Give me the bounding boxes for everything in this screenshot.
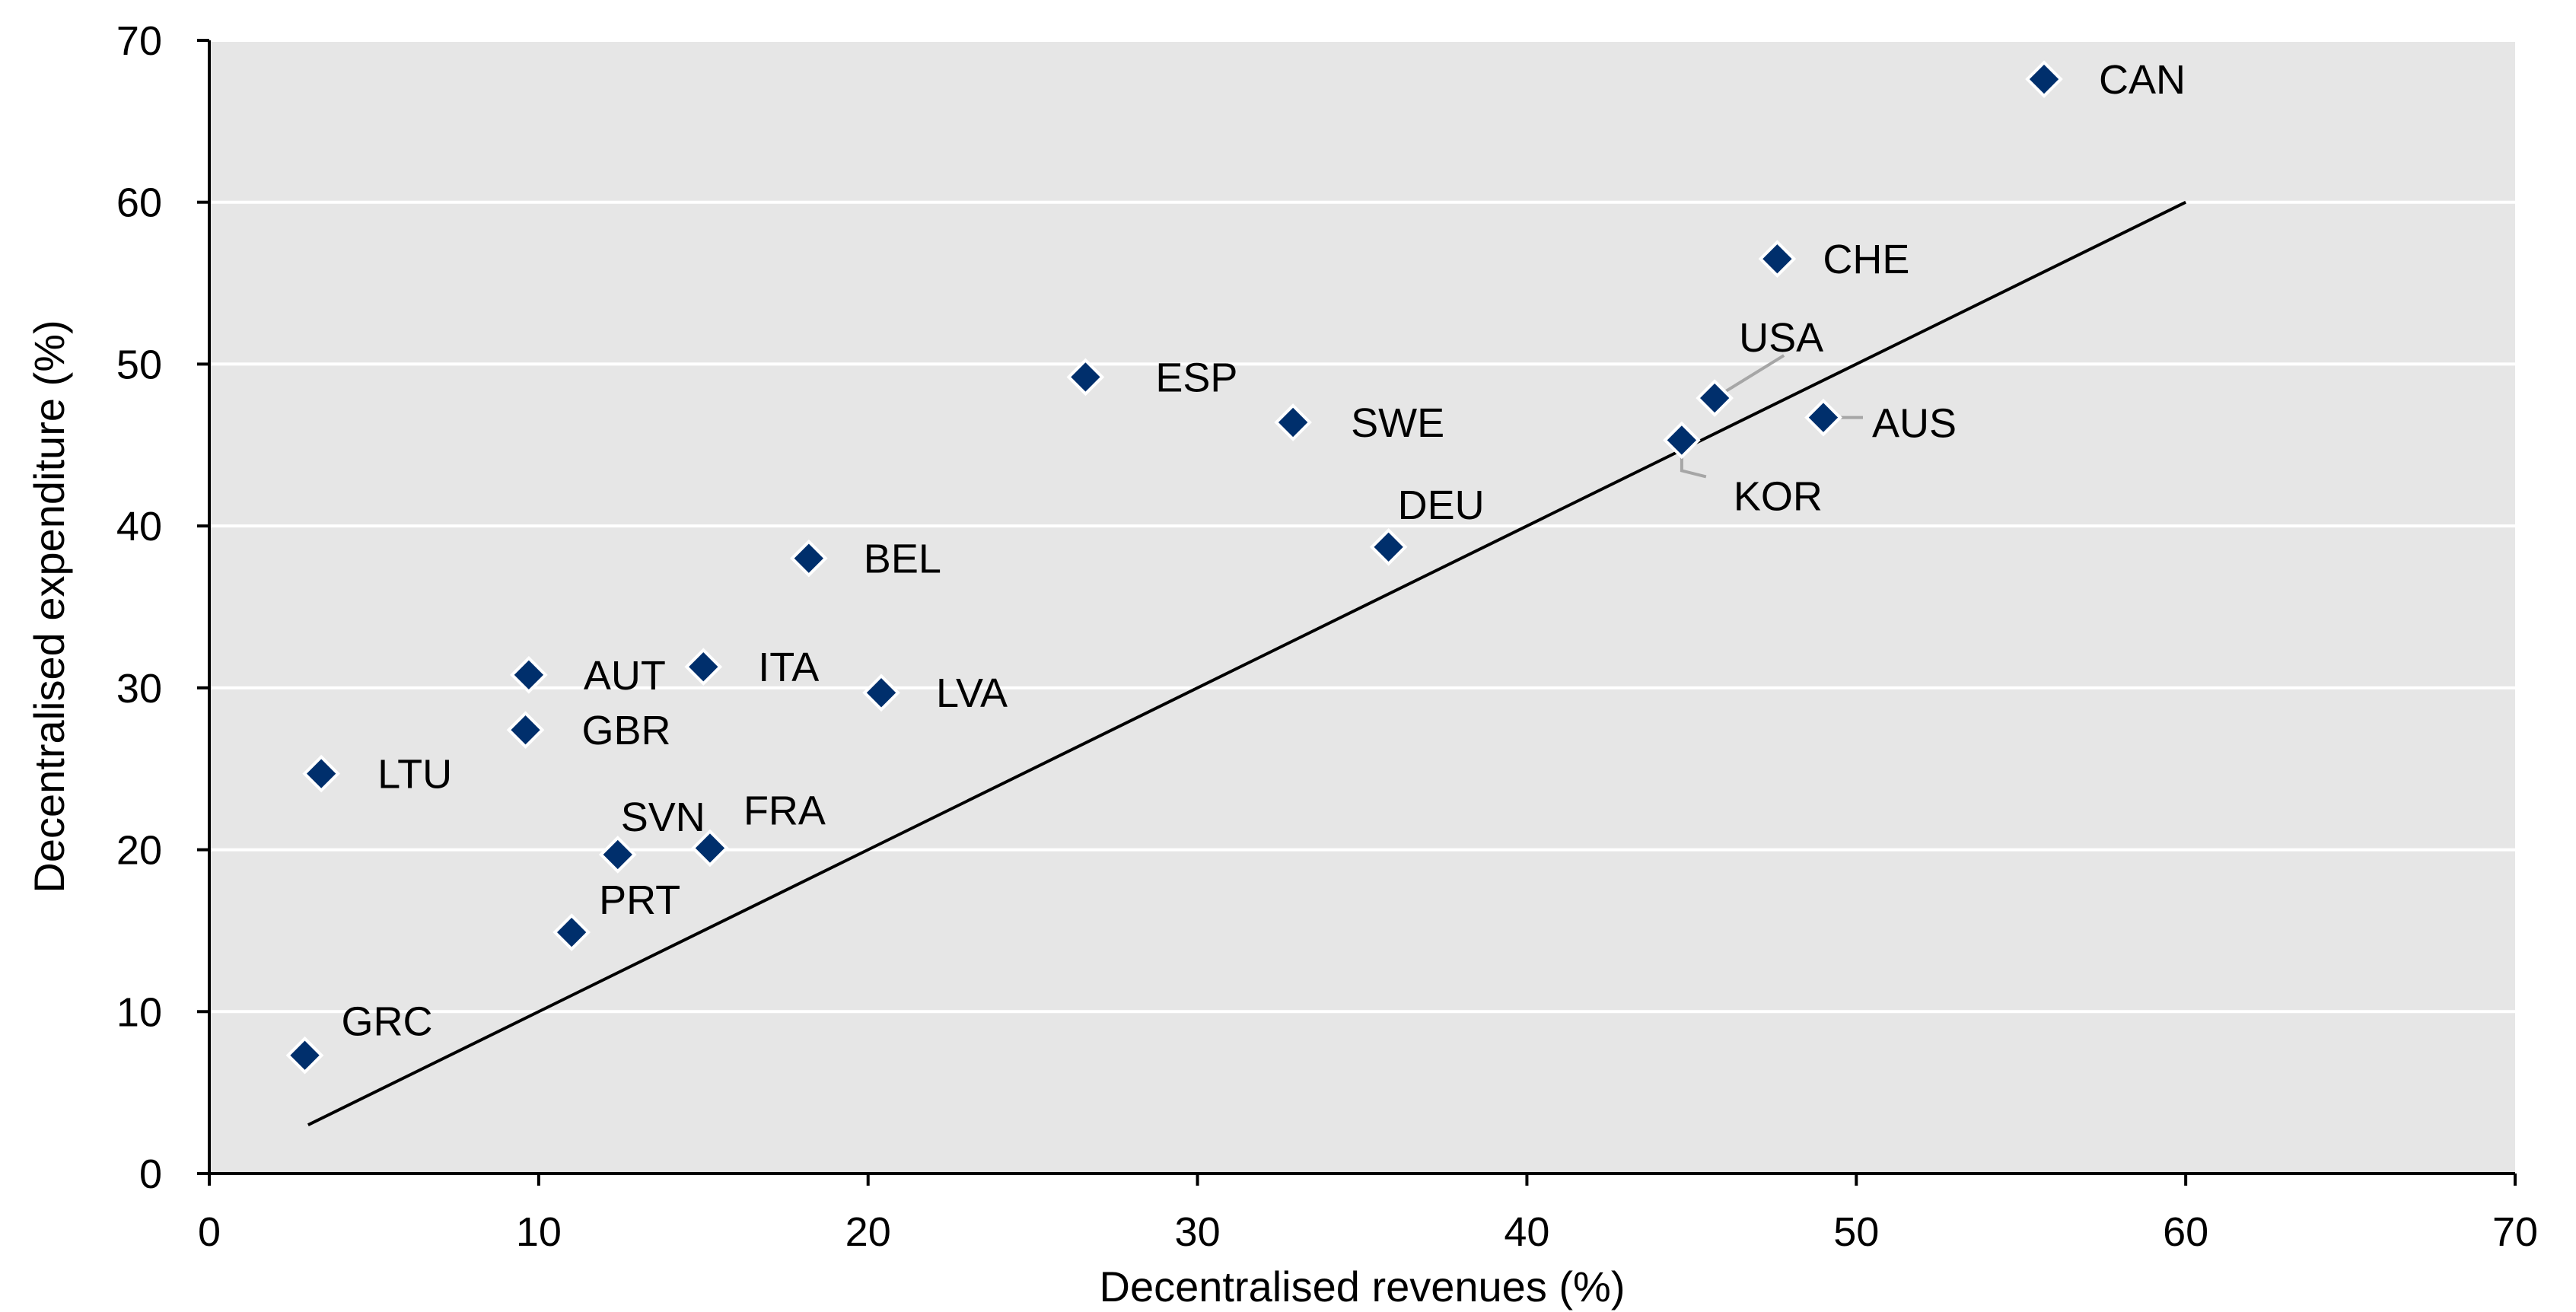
data-point-can bbox=[2025, 60, 2063, 98]
data-point-che bbox=[1758, 240, 1797, 278]
data-point-lva bbox=[862, 674, 900, 712]
data-point-usa bbox=[1696, 379, 1734, 417]
point-label-kor: KOR bbox=[1734, 473, 1823, 519]
x-tick-label: 10 bbox=[516, 1209, 562, 1255]
point-label-gbr: GBR bbox=[582, 708, 671, 753]
point-label-grc: GRC bbox=[342, 999, 433, 1045]
data-point-esp bbox=[1066, 358, 1105, 396]
reference-line bbox=[307, 200, 2187, 1126]
point-label-svn: SVN bbox=[621, 795, 705, 840]
y-tick-label: 30 bbox=[116, 666, 162, 712]
point-label-ita: ITA bbox=[758, 645, 819, 690]
y-axis-title: Decentralised expenditure (%) bbox=[25, 320, 73, 893]
point-label-lva: LVA bbox=[936, 670, 1008, 716]
axis-ticks: 0 10 20 30 40 50 60 70 0 10 20 30 40 50 60 70 bbox=[116, 18, 2538, 1255]
point-label-can: CAN bbox=[2099, 57, 2186, 103]
data-point-prt bbox=[552, 913, 591, 951]
data-point-kor bbox=[1663, 421, 1701, 460]
data-points bbox=[285, 60, 2063, 1075]
x-tick-label: 50 bbox=[1833, 1209, 1879, 1255]
y-tick-label: 60 bbox=[116, 180, 162, 226]
data-point-ita bbox=[684, 648, 723, 686]
data-point-grc bbox=[285, 1036, 324, 1075]
data-point-swe bbox=[1274, 403, 1312, 441]
x-tick-label: 70 bbox=[2492, 1209, 2538, 1255]
point-label-che: CHE bbox=[1823, 237, 1909, 282]
y-tick-label: 70 bbox=[116, 18, 162, 64]
point-label-swe: SWE bbox=[1351, 400, 1444, 446]
data-point-deu bbox=[1369, 527, 1408, 566]
x-tick-label: 0 bbox=[198, 1209, 221, 1255]
point-label-deu: DEU bbox=[1398, 482, 1485, 528]
point-label-bel: BEL bbox=[864, 537, 941, 582]
data-point-gbr bbox=[506, 711, 545, 749]
data-point-svn bbox=[598, 836, 637, 874]
data-point-fra bbox=[691, 829, 729, 868]
x-axis-title: Decentralised revenues (%) bbox=[1100, 1263, 1626, 1310]
data-point-aus bbox=[1804, 398, 1842, 437]
x-tick-label: 20 bbox=[845, 1209, 891, 1255]
point-label-fra: FRA bbox=[744, 788, 826, 833]
point-label-esp: ESP bbox=[1155, 355, 1237, 400]
y-tick-label: 50 bbox=[116, 342, 162, 387]
point-label-aut: AUT bbox=[584, 653, 666, 699]
y-tick-label: 20 bbox=[116, 828, 162, 874]
data-point-bel bbox=[789, 539, 828, 578]
point-label-prt: PRT bbox=[599, 877, 680, 923]
point-label-ltu: LTU bbox=[377, 752, 452, 798]
y-tick-label: 40 bbox=[116, 504, 162, 549]
x-tick-label: 40 bbox=[1504, 1209, 1549, 1255]
point-label-usa: USA bbox=[1739, 315, 1823, 361]
x-tick-label: 30 bbox=[1175, 1209, 1221, 1255]
y-tick-label: 0 bbox=[139, 1151, 162, 1197]
point-label-aus: AUS bbox=[1872, 401, 1957, 447]
y-tick-label: 10 bbox=[116, 989, 162, 1035]
gridlines bbox=[209, 39, 2515, 1014]
data-point-aut bbox=[510, 656, 548, 694]
data-point-ltu bbox=[302, 754, 340, 793]
x-tick-label: 60 bbox=[2163, 1209, 2208, 1255]
